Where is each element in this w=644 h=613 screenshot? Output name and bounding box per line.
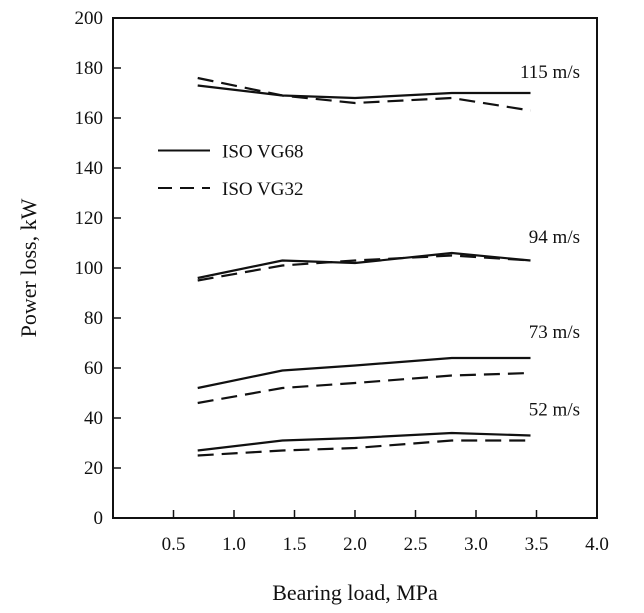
x-tick-label: 1.0	[222, 534, 246, 555]
x-tick-label: 1.5	[283, 534, 307, 555]
curve-label-52: 52 m/s	[529, 400, 580, 421]
x-tick-label: 0.5	[162, 534, 186, 555]
y-tick-label: 40	[84, 408, 103, 429]
y-tick-label: 140	[75, 158, 104, 179]
y-axis-ticks: 0 20 40 60 80 100 120 140 160 180 200	[75, 8, 121, 529]
x-tick-label: 2.0	[343, 534, 367, 555]
y-tick-label: 120	[75, 208, 104, 229]
y-tick-label: 160	[75, 108, 104, 129]
series-line-94-vg68	[197, 251, 531, 280]
series-line-73-vg32	[197, 371, 531, 405]
series-line-115-vg68	[197, 84, 531, 100]
curve-label-94: 94 m/s	[529, 227, 580, 248]
y-tick-label: 0	[94, 508, 104, 529]
legend-label-iso-vg32: ISO VG32	[222, 179, 303, 200]
series-lines	[197, 76, 531, 457]
x-tick-label: 2.5	[404, 534, 428, 555]
curve-label-73: 73 m/s	[529, 322, 580, 343]
plot-area-frame	[112, 17, 598, 519]
y-axis-title: Power loss, kW	[16, 198, 41, 337]
x-tick-label: 4.0	[585, 534, 609, 555]
y-tick-label: 200	[75, 8, 104, 29]
curve-labels: 115 m/s 94 m/s 73 m/s 52 m/s	[520, 62, 580, 421]
legend: ISO VG68 ISO VG32	[158, 142, 303, 200]
y-tick-label: 20	[84, 458, 103, 479]
y-tick-label: 80	[84, 308, 103, 329]
y-tick-label: 100	[75, 258, 104, 279]
x-tick-label: 3.0	[464, 534, 488, 555]
series-line-115-vg32	[197, 76, 531, 112]
series-line-52-vg68	[197, 431, 531, 452]
x-axis-ticks: 0.5 1.0 1.5 2.0 2.5 3.0 3.5 4.0	[162, 510, 609, 555]
series-line-73-vg68	[197, 356, 531, 390]
curve-label-115: 115 m/s	[520, 62, 580, 83]
series-line-52-vg32	[197, 439, 531, 457]
legend-label-iso-vg68: ISO VG68	[222, 142, 303, 163]
y-tick-label: 180	[75, 58, 104, 79]
y-tick-label: 60	[84, 358, 103, 379]
series-line-94-vg32	[197, 254, 531, 282]
x-tick-label: 3.5	[525, 534, 549, 555]
x-axis-title: Bearing load, MPa	[272, 580, 438, 605]
